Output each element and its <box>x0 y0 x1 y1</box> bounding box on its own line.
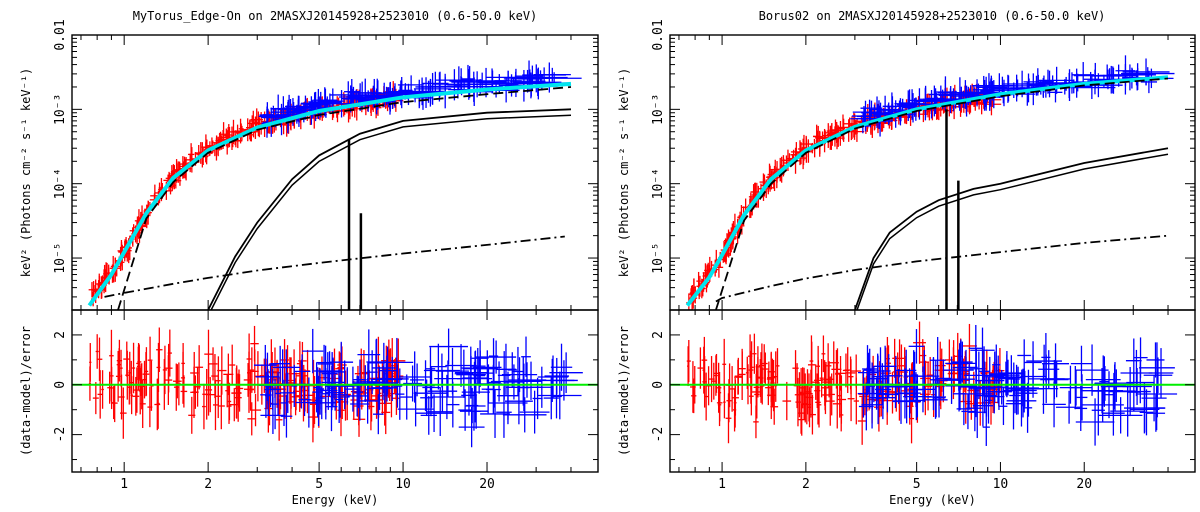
y-tick-label: 2 <box>53 331 68 339</box>
y-tick-label: 0 <box>53 381 68 389</box>
y-tick-label: 0.01 <box>651 19 666 50</box>
top-panel-plot <box>87 60 582 310</box>
x-tick-label: 20 <box>1076 477 1092 492</box>
y-axis-label-bottom: (data-model)/error <box>19 326 33 456</box>
x-tick-label: 5 <box>315 477 323 492</box>
x-axis-label: Energy (keV) <box>889 493 976 507</box>
model-curve-total <box>87 81 572 307</box>
chart-title: MyTorus_Edge-On on 2MASXJ20145928+252301… <box>133 9 538 23</box>
y-tick-label: 10⁻⁵ <box>651 242 666 273</box>
top-panel-plot <box>685 55 1175 310</box>
residual-panel-plot <box>72 325 598 448</box>
model-curve-reflected-secondary <box>210 114 572 310</box>
model-curve-total <box>685 75 1169 307</box>
y-axis-label-top: keV² (Photons cm⁻² s⁻¹ keV⁻¹) <box>617 68 631 278</box>
y-tick-label: 10⁻³ <box>651 94 666 125</box>
model-curve-scattered <box>104 235 565 298</box>
y-axis-label-top: keV² (Photons cm⁻² s⁻¹ keV⁻¹) <box>19 68 33 278</box>
residual-panel-frame <box>71 309 599 473</box>
x-tick-label: 1 <box>718 477 726 492</box>
x-tick-label: 2 <box>802 477 810 492</box>
x-tick-label: 2 <box>204 477 212 492</box>
residual-panel-frame <box>669 309 1196 473</box>
y-tick-label: 2 <box>651 331 666 339</box>
y-tick-label: 0.01 <box>53 19 68 50</box>
residual-panel-plot <box>670 321 1195 446</box>
model-curve-absorbed <box>117 86 572 310</box>
y-tick-label: 0 <box>651 381 666 389</box>
y-tick-label: 10⁻³ <box>53 94 68 125</box>
y-tick-label: 10⁻⁴ <box>651 168 666 199</box>
x-tick-label: 1 <box>120 477 128 492</box>
model-curve-reflected <box>207 108 572 310</box>
x-tick-label: 10 <box>993 477 1009 492</box>
x-tick-label: 5 <box>913 477 921 492</box>
model-curve-reflected-secondary <box>856 153 1169 310</box>
y-tick-label: 10⁻⁴ <box>53 168 68 199</box>
chart-title: Borus02 on 2MASXJ20145928+2523010 (0.6-5… <box>759 9 1106 23</box>
y-axis-label-bottom: (data-model)/error <box>617 326 631 456</box>
y-tick-label: 10⁻⁵ <box>53 242 68 273</box>
model-curve-scattered <box>715 234 1169 303</box>
model-curve-reflected <box>854 147 1169 310</box>
x-tick-label: 10 <box>395 477 411 492</box>
x-axis-label: Energy (keV) <box>292 493 379 507</box>
y-tick-label: -2 <box>53 427 68 443</box>
y-tick-label: -2 <box>651 427 666 443</box>
x-tick-label: 20 <box>479 477 495 492</box>
model-curve-absorbed <box>715 77 1169 310</box>
